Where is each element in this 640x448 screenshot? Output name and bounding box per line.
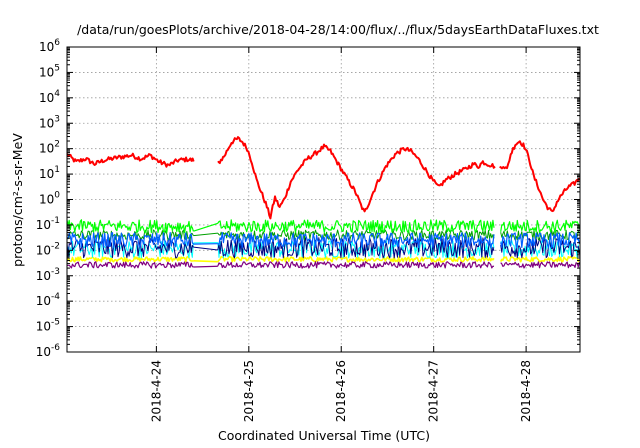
- y-tick-base: 10: [36, 243, 51, 257]
- series-gap-connector: [193, 259, 218, 263]
- y-tick-label: 102: [39, 140, 60, 156]
- y-tick-label: 101: [39, 165, 60, 181]
- y-tick-base: 10: [39, 116, 54, 130]
- y-tick-base: 10: [39, 91, 54, 105]
- y-tick-exponent: 0: [54, 191, 60, 201]
- y-tick-label: 106: [39, 38, 60, 54]
- series-line-7: [67, 261, 580, 269]
- y-tick-exponent: -5: [51, 318, 60, 328]
- series-line-1: [67, 255, 580, 263]
- x-tick-label: 2018-4-28: [519, 360, 533, 422]
- y-tick-exponent: -1: [51, 216, 60, 226]
- y-tick-label: 10-4: [36, 292, 61, 308]
- x-tick-label: 2018-4-24: [149, 360, 163, 422]
- series-line-0: [67, 136, 580, 220]
- y-tick-label: 10-2: [36, 241, 60, 257]
- y-tick-label: 10-1: [36, 216, 60, 232]
- y-tick-base: 10: [36, 269, 51, 283]
- y-tick-label: 104: [39, 89, 60, 105]
- y-tick-exponent: 6: [54, 38, 60, 48]
- y-tick-base: 10: [36, 218, 51, 232]
- axis-ticks: 10-610-510-410-310-210-11001011021031041…: [36, 38, 580, 422]
- y-tick-label: 100: [39, 191, 60, 207]
- y-axis-label: protons/cm²-s-sr-MeV: [10, 133, 25, 267]
- y-tick-base: 10: [39, 142, 54, 156]
- y-tick-base: 10: [36, 294, 51, 308]
- grid-lines: [67, 47, 580, 352]
- y-tick-exponent: -4: [51, 292, 60, 302]
- x-tick-label: 2018-4-27: [427, 360, 441, 422]
- x-tick-label: 2018-4-25: [242, 360, 256, 422]
- y-tick-exponent: -6: [51, 343, 60, 353]
- y-tick-label: 103: [39, 114, 60, 130]
- y-tick-exponent: 5: [54, 63, 60, 73]
- x-tick-label: 2018-4-26: [334, 360, 348, 422]
- y-tick-exponent: 2: [54, 140, 60, 150]
- series-gap-connector: [193, 265, 218, 268]
- series-gap-connector: [193, 232, 218, 237]
- series-group: [67, 136, 580, 269]
- series-line-6: [67, 219, 580, 234]
- y-tick-label: 10-3: [36, 267, 60, 283]
- y-tick-exponent: 4: [54, 89, 60, 99]
- y-tick-label: 105: [39, 63, 60, 79]
- y-tick-label: 10-6: [36, 343, 61, 359]
- y-tick-exponent: 3: [54, 114, 60, 124]
- y-tick-exponent: 1: [54, 165, 60, 175]
- series-line-4: [67, 229, 580, 241]
- series-line-5: [67, 232, 580, 249]
- series-gap-connector: [193, 222, 219, 232]
- y-tick-base: 10: [39, 167, 54, 181]
- y-tick-base: 10: [36, 345, 51, 359]
- chart-title: /data/run/goesPlots/archive/2018-04-28/1…: [77, 22, 599, 37]
- x-axis-label: Coordinated Universal Time (UTC): [218, 428, 430, 443]
- y-tick-exponent: -2: [51, 241, 60, 251]
- y-tick-base: 10: [39, 40, 54, 54]
- y-tick-base: 10: [39, 193, 54, 207]
- y-tick-exponent: -3: [51, 267, 60, 277]
- y-tick-label: 10-5: [36, 318, 60, 334]
- series-gap-connector: [193, 246, 218, 251]
- y-tick-base: 10: [39, 65, 54, 79]
- y-tick-base: 10: [36, 320, 51, 334]
